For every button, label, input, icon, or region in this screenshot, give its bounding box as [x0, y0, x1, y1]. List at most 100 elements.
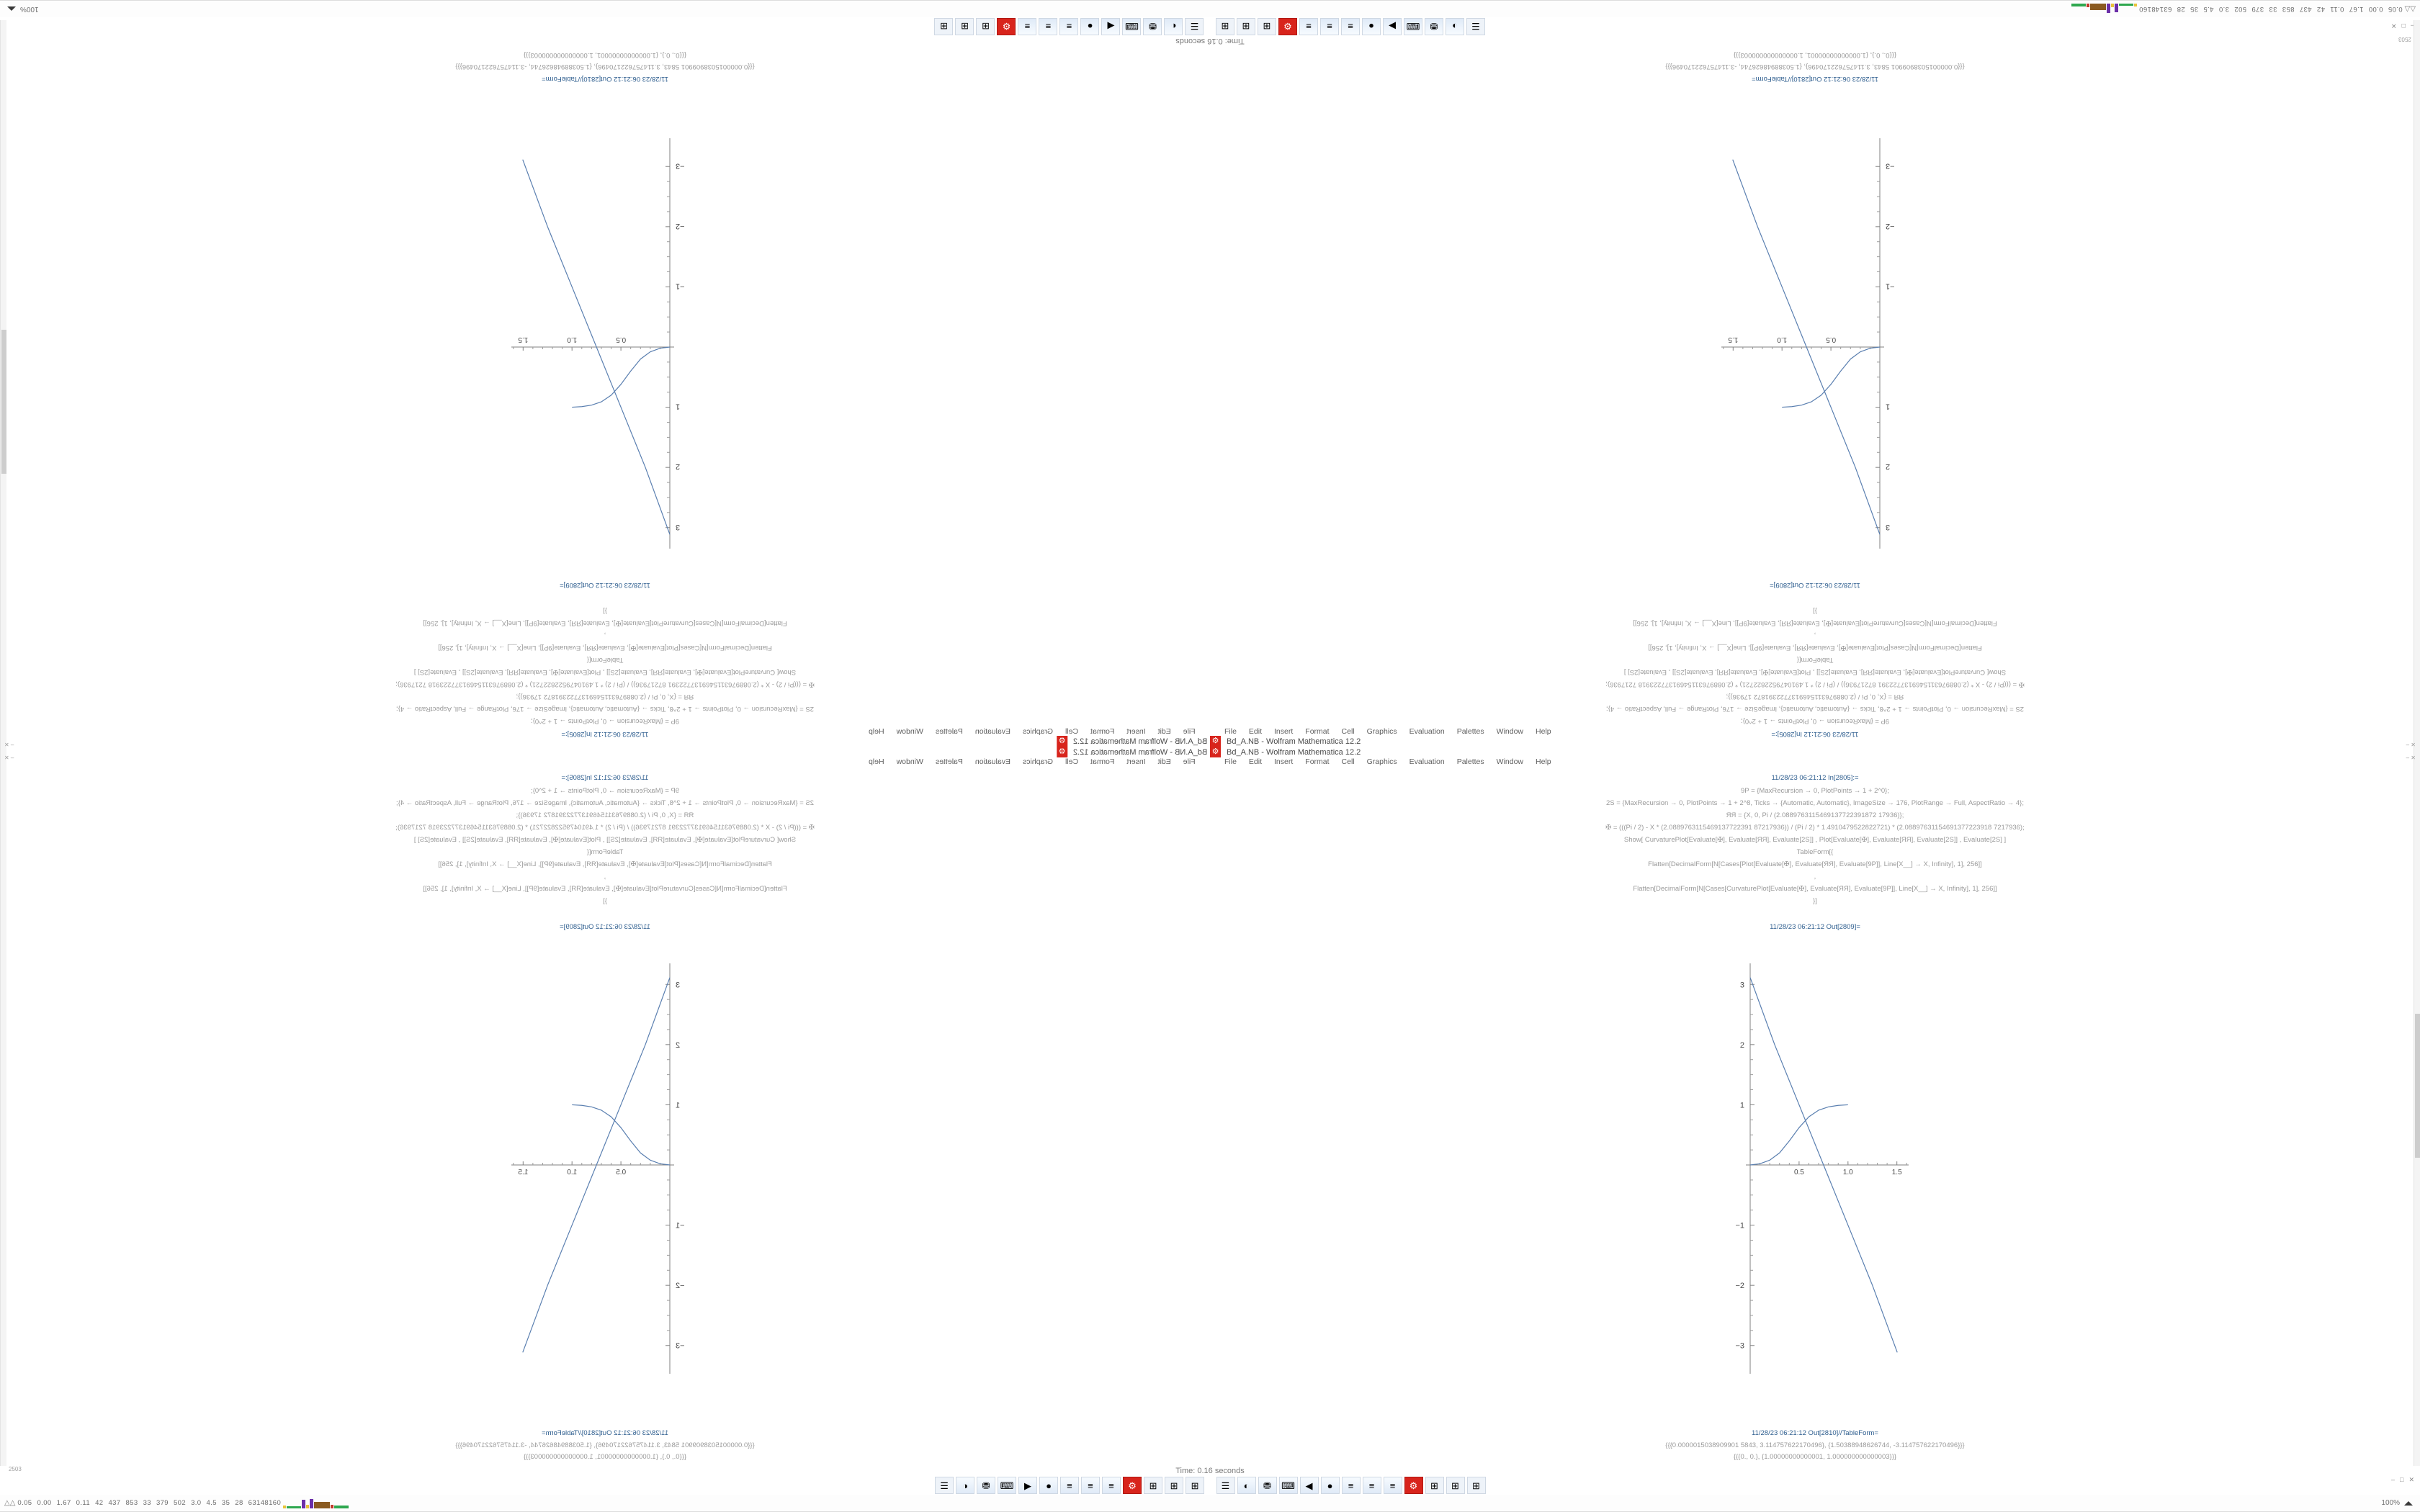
- mathematica-red-icon[interactable]: ⚙: [1122, 1477, 1142, 1494]
- code-block-lower-top1[interactable]: 9P = {MaxRecursion → 0, PlotPoints → 1 +…: [1210, 605, 2420, 727]
- sidebar-min-icon-left[interactable]: ✕ –: [4, 755, 14, 761]
- calculator-icon-3[interactable]: ⊞: [934, 18, 954, 35]
- firefox-icon[interactable]: ◐: [955, 1477, 974, 1494]
- scrollbar-left-thumb[interactable]: [1, 330, 6, 474]
- menu-item-palettes[interactable]: Palettes: [936, 757, 964, 766]
- mathematica-notebook-icon[interactable]: ☰: [1466, 18, 1486, 35]
- mathematica-gear-icon-2[interactable]: ⚙: [1210, 747, 1221, 757]
- floppy-save-icon[interactable]: ⛃: [1258, 1477, 1277, 1494]
- firefox-icon[interactable]: ◐: [1164, 18, 1183, 35]
- menu-item-evaluation[interactable]: Evaluation: [1409, 727, 1445, 736]
- text-document-icon-3[interactable]: ≡: [1018, 18, 1037, 35]
- chevrons-up-icon-bottom[interactable]: △△: [4, 1499, 16, 1507]
- text-document-icon[interactable]: ≡: [1059, 18, 1079, 35]
- menu-item-palettes[interactable]: Palettes: [1456, 727, 1484, 736]
- menu-item-format[interactable]: Format: [1305, 727, 1330, 736]
- octopus-app-icon[interactable]: ●: [1080, 18, 1100, 35]
- calculator-icon[interactable]: ⊞: [976, 18, 995, 35]
- menu-item-evaluation[interactable]: Evaluation: [1409, 757, 1445, 766]
- menu-item-edit[interactable]: Edit: [1157, 757, 1172, 766]
- caret-up-icon-bottom[interactable]: [2404, 1500, 2413, 1506]
- menu-item-file[interactable]: File: [1183, 757, 1196, 766]
- text-document-icon-3[interactable]: ≡: [1101, 1477, 1121, 1494]
- terminal-icon[interactable]: ⌨: [1122, 18, 1142, 35]
- speaker-icon[interactable]: ◀: [1299, 1477, 1319, 1494]
- mathematica-red-icon[interactable]: ⚙: [997, 18, 1016, 35]
- minimize-icon-bottom[interactable]: –: [2391, 1476, 2396, 1483]
- menu-item-graphics[interactable]: Graphics: [1023, 727, 1054, 736]
- menu-item-insert[interactable]: Insert: [1126, 727, 1146, 736]
- calculator-icon-3[interactable]: ⊞: [1466, 1477, 1486, 1494]
- terminal-icon[interactable]: ⌨: [997, 1477, 1016, 1494]
- maximize-icon-bottom[interactable]: □: [2400, 1476, 2404, 1483]
- text-document-icon-3[interactable]: ≡: [1299, 18, 1319, 35]
- menu-item-graphics[interactable]: Graphics: [1023, 757, 1054, 766]
- menu-item-insert[interactable]: Insert: [1274, 757, 1294, 766]
- floppy-save-icon[interactable]: ⛃: [1425, 18, 1444, 35]
- menu-item-file[interactable]: File: [1224, 727, 1237, 736]
- text-document-icon-2[interactable]: ≡: [1320, 18, 1340, 35]
- close-icon-top[interactable]: ✕: [2391, 22, 2397, 30]
- code-block-lower-top0[interactable]: 9P = {MaxRecursion → 0, PlotPoints → 1 +…: [0, 605, 1210, 727]
- zoom-level-top[interactable]: 100%: [20, 5, 39, 13]
- calculator-icon-3[interactable]: ⊞: [1185, 1477, 1204, 1494]
- menu-item-cell[interactable]: Cell: [1341, 757, 1355, 766]
- calculator-icon[interactable]: ⊞: [1425, 1477, 1444, 1494]
- mathematica-gear-icon[interactable]: ⚙: [1210, 736, 1221, 747]
- mathematica-gear-icon-m[interactable]: ⚙: [1056, 736, 1067, 747]
- menu-item-help[interactable]: Help: [1536, 757, 1551, 766]
- menu-item-format[interactable]: Format: [1090, 757, 1115, 766]
- menu-item-window[interactable]: Window: [1496, 727, 1524, 736]
- scrollbar-right[interactable]: [2414, 20, 2420, 1466]
- caret-up-icon-top[interactable]: [7, 6, 16, 12]
- menu-item-cell[interactable]: Cell: [1065, 757, 1079, 766]
- mathematica-red-icon[interactable]: ⚙: [1404, 1477, 1423, 1494]
- menu-item-cell[interactable]: Cell: [1341, 727, 1355, 736]
- text-document-icon-3[interactable]: ≡: [1383, 1477, 1402, 1494]
- calculator-icon[interactable]: ⊞: [1258, 18, 1277, 35]
- menu-item-evaluation[interactable]: Evaluation: [975, 727, 1011, 736]
- terminal-icon[interactable]: ⌨: [1278, 1477, 1298, 1494]
- calculator-icon[interactable]: ⊞: [1143, 1477, 1162, 1494]
- mathematica-notebook-icon[interactable]: ☰: [1216, 1477, 1235, 1494]
- terminal-icon[interactable]: ⌨: [1404, 18, 1423, 35]
- sidebar-min-icon-right[interactable]: – ✕: [2406, 755, 2416, 761]
- sidebar-close-icon-right[interactable]: – ✕: [2406, 742, 2416, 748]
- menu-item-insert[interactable]: Insert: [1274, 727, 1294, 736]
- floppy-save-icon[interactable]: ⛃: [1143, 18, 1162, 35]
- menu-item-palettes[interactable]: Palettes: [936, 727, 964, 736]
- menu-item-help[interactable]: Help: [869, 727, 884, 736]
- calculator-icon-2[interactable]: ⊞: [955, 18, 974, 35]
- text-document-icon[interactable]: ≡: [1341, 1477, 1361, 1494]
- speaker-icon[interactable]: ◀: [1018, 1477, 1037, 1494]
- chevrons-up-icon[interactable]: △△: [2404, 5, 2416, 13]
- text-document-icon[interactable]: ≡: [1341, 18, 1361, 35]
- menu-item-help[interactable]: Help: [1536, 727, 1551, 736]
- menu-item-edit[interactable]: Edit: [1248, 727, 1263, 736]
- menu-item-edit[interactable]: Edit: [1248, 757, 1263, 766]
- menu-item-help[interactable]: Help: [869, 757, 884, 766]
- menu-item-evaluation[interactable]: Evaluation: [975, 757, 1011, 766]
- text-document-icon-2[interactable]: ≡: [1080, 1477, 1100, 1494]
- zoom-level-bottom[interactable]: 100%: [2381, 1499, 2400, 1507]
- maximize-icon-top[interactable]: □: [2401, 22, 2406, 30]
- menu-item-palettes[interactable]: Palettes: [1456, 757, 1484, 766]
- firefox-icon[interactable]: ◐: [1446, 18, 1465, 35]
- menu-item-file[interactable]: File: [1183, 727, 1196, 736]
- menu-item-format[interactable]: Format: [1305, 757, 1330, 766]
- calculator-icon-3[interactable]: ⊞: [1216, 18, 1235, 35]
- sidebar-close-icon-left[interactable]: ✕ –: [4, 742, 14, 748]
- speaker-icon[interactable]: ◀: [1383, 18, 1402, 35]
- floppy-save-icon[interactable]: ⛃: [976, 1477, 995, 1494]
- code-block-lower-bot0[interactable]: 9P = {MaxRecursion → 0, PlotPoints → 1 +…: [0, 785, 1210, 907]
- menu-item-window[interactable]: Window: [896, 727, 924, 736]
- text-document-icon[interactable]: ≡: [1059, 1477, 1079, 1494]
- octopus-app-icon[interactable]: ●: [1039, 1477, 1058, 1494]
- text-document-icon-2[interactable]: ≡: [1362, 1477, 1381, 1494]
- scrollbar-left[interactable]: [0, 20, 6, 1466]
- menu-item-cell[interactable]: Cell: [1065, 727, 1079, 736]
- mathematica-gear-icon-m2[interactable]: ⚙: [1056, 747, 1067, 757]
- menu-item-graphics[interactable]: Graphics: [1366, 757, 1397, 766]
- octopus-app-icon[interactable]: ●: [1362, 18, 1381, 35]
- menu-item-graphics[interactable]: Graphics: [1366, 727, 1397, 736]
